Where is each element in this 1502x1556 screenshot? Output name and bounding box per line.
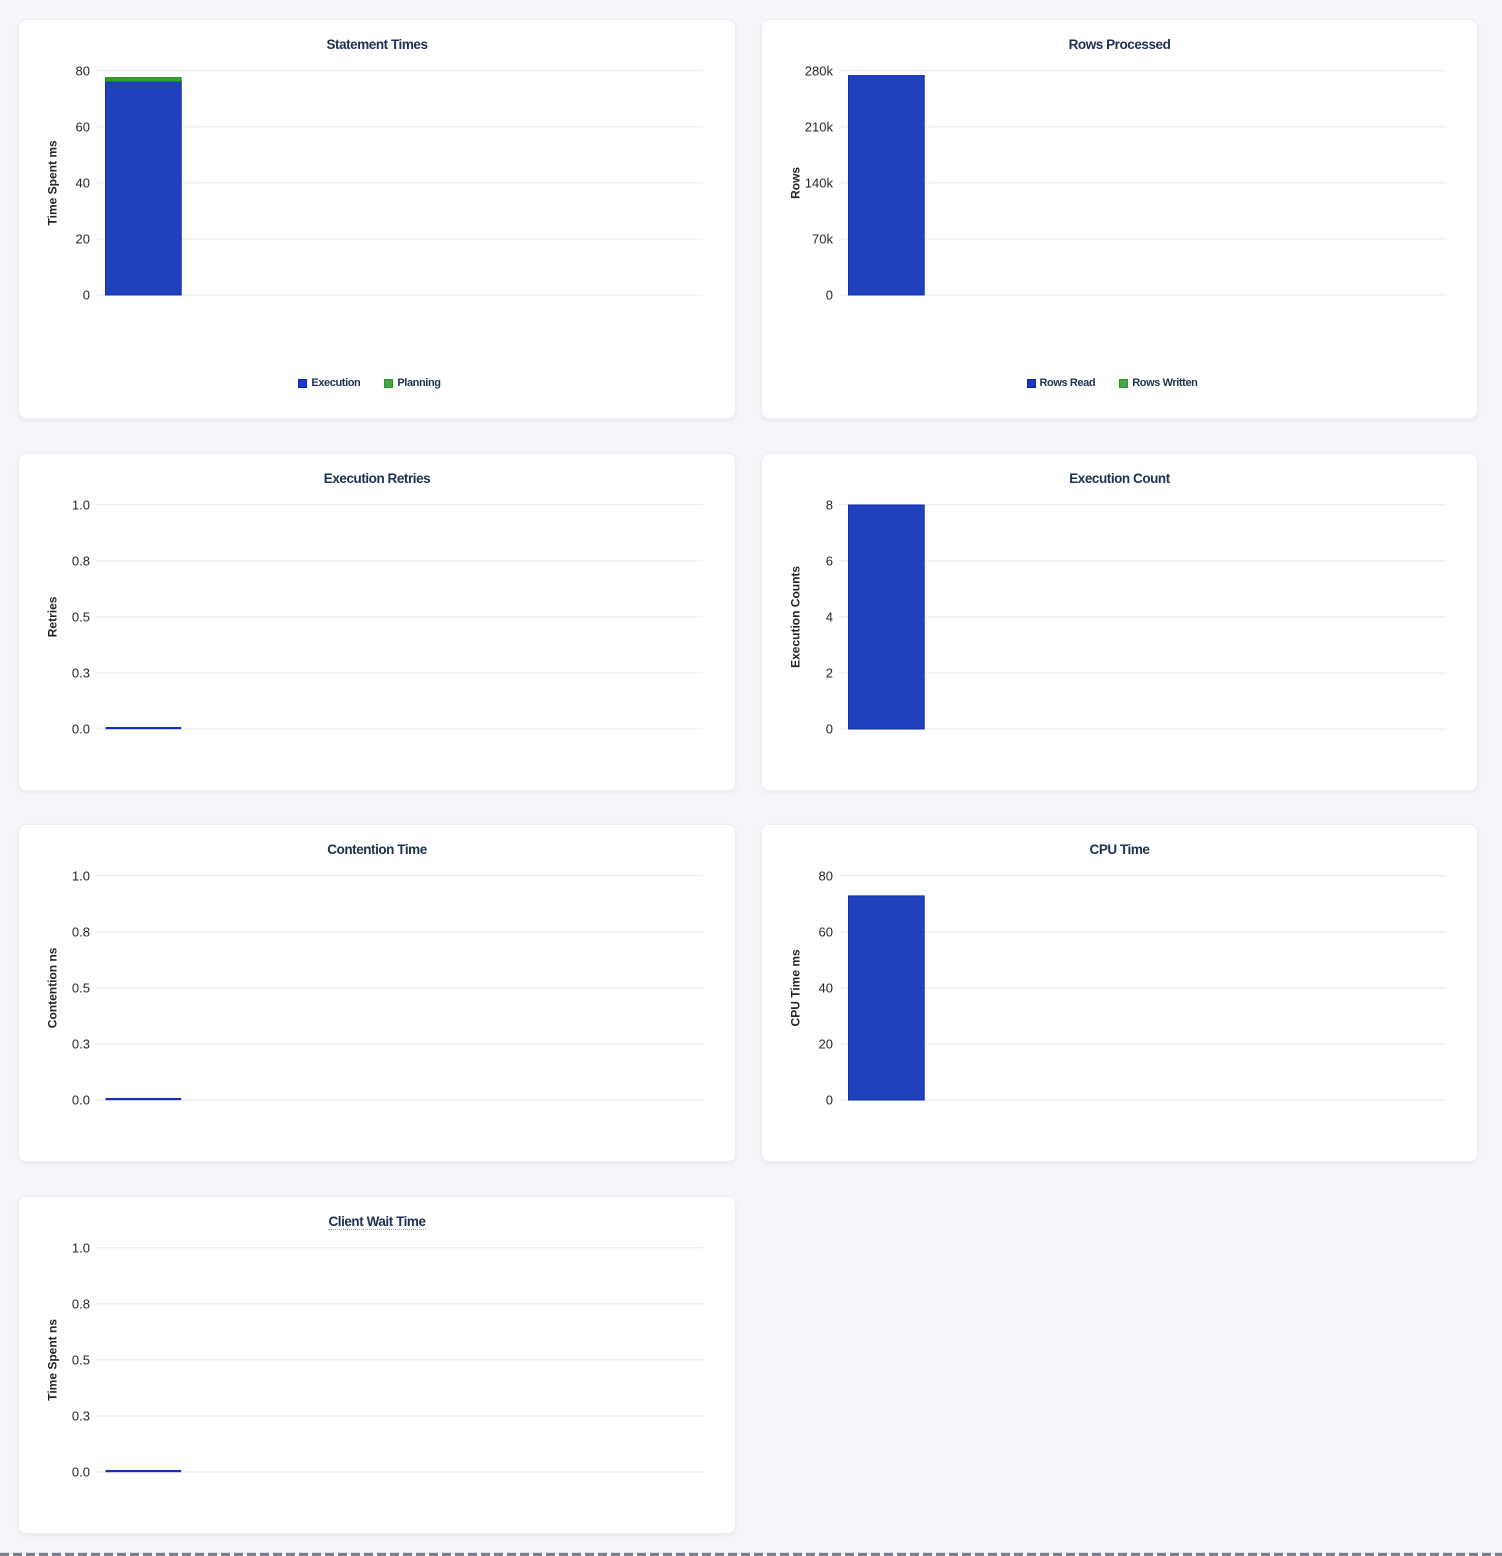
- svg-text:0.3: 0.3: [72, 665, 90, 680]
- svg-text:0: 0: [826, 1093, 833, 1108]
- svg-text:70k: 70k: [812, 231, 833, 246]
- svg-text:0.8: 0.8: [72, 553, 90, 568]
- svg-text:8: 8: [826, 497, 833, 512]
- svg-text:1.0: 1.0: [72, 868, 90, 883]
- svg-text:0: 0: [826, 721, 833, 736]
- svg-text:0.3: 0.3: [72, 1036, 90, 1051]
- svg-text:Contention ns: Contention ns: [46, 947, 60, 1028]
- svg-text:0.0: 0.0: [72, 1093, 90, 1108]
- svg-text:CPU Time ms: CPU Time ms: [789, 949, 803, 1026]
- svg-text:1.0: 1.0: [72, 1240, 90, 1255]
- svg-text:0: 0: [83, 288, 90, 303]
- svg-text:0.8: 0.8: [72, 1296, 90, 1311]
- svg-text:210k: 210k: [805, 119, 834, 134]
- svg-text:4: 4: [826, 609, 833, 624]
- svg-text:Time Spent ms: Time Spent ms: [46, 140, 60, 225]
- svg-text:2: 2: [826, 665, 833, 680]
- svg-text:20: 20: [819, 1036, 833, 1051]
- svg-text:20: 20: [76, 231, 90, 246]
- svg-text:Time Spent ns: Time Spent ns: [46, 1319, 60, 1401]
- svg-text:0: 0: [826, 288, 833, 303]
- svg-text:0.5: 0.5: [72, 980, 90, 995]
- svg-text:40: 40: [819, 980, 833, 995]
- svg-text:Rows: Rows: [789, 167, 803, 199]
- svg-text:Retries: Retries: [46, 596, 60, 637]
- svg-text:60: 60: [819, 924, 833, 939]
- svg-text:0.0: 0.0: [72, 1465, 90, 1480]
- svg-text:60: 60: [76, 119, 90, 134]
- svg-text:0.0: 0.0: [72, 721, 90, 736]
- svg-text:0.5: 0.5: [72, 609, 90, 624]
- svg-text:0.5: 0.5: [72, 1352, 90, 1367]
- svg-text:80: 80: [819, 868, 833, 883]
- svg-text:6: 6: [826, 553, 833, 568]
- svg-text:0.3: 0.3: [72, 1408, 90, 1423]
- svg-text:280k: 280k: [805, 63, 834, 78]
- svg-text:Execution Counts: Execution Counts: [789, 565, 803, 667]
- svg-text:80: 80: [76, 63, 90, 78]
- svg-text:1.0: 1.0: [72, 497, 90, 512]
- svg-text:0.8: 0.8: [72, 924, 90, 939]
- svg-text:40: 40: [76, 175, 90, 190]
- svg-text:140k: 140k: [805, 175, 834, 190]
